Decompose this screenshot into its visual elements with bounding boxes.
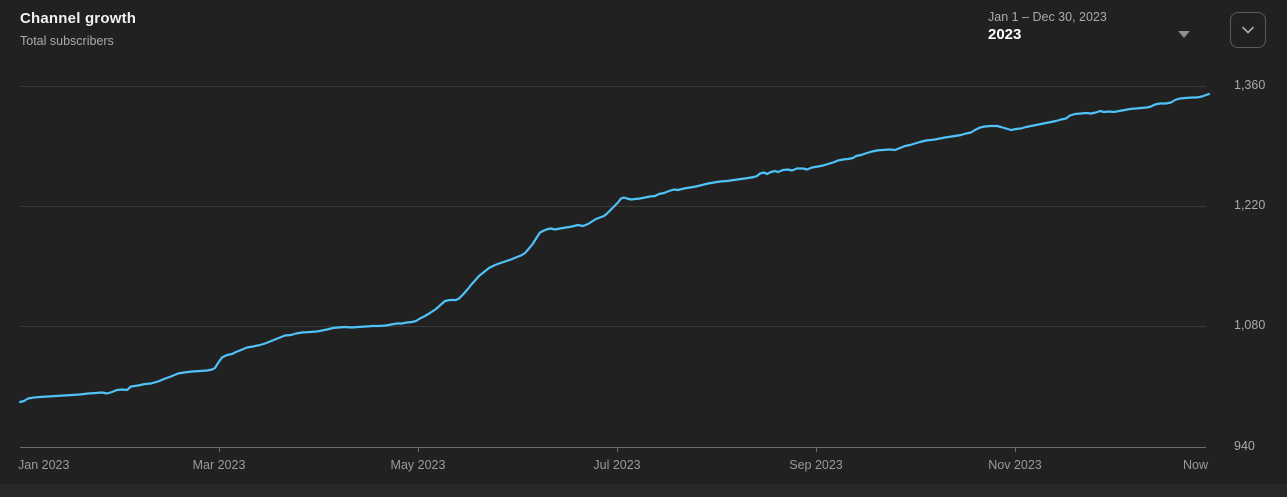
x-axis-tick-label: Sep 2023 <box>789 458 843 472</box>
chart-title: Channel growth <box>20 10 137 27</box>
date-range-label: Jan 1 – Dec 30, 2023 <box>988 10 1107 24</box>
card-bottom-edge <box>0 484 1287 497</box>
y-gridline <box>20 326 1206 327</box>
x-axis-tick-label: May 2023 <box>390 458 446 472</box>
y-axis-tick-label: 1,220 <box>1234 198 1266 212</box>
y-axis-tick-label: 1,360 <box>1234 78 1266 92</box>
collapse-chart-button[interactable] <box>1230 12 1266 48</box>
x-axis-tick <box>816 447 817 452</box>
date-range-selector[interactable]: Jan 1 – Dec 30, 2023 2023 <box>988 8 1192 48</box>
selected-year-label: 2023 <box>988 26 1022 43</box>
caret-down-icon <box>1178 31 1190 38</box>
chevron-down-icon <box>1239 21 1257 39</box>
x-axis-tick-label: Now <box>1182 458 1208 472</box>
x-axis-tick <box>418 447 419 452</box>
subscribers-line-series[interactable] <box>18 92 1211 404</box>
y-axis-tick-label: 1,080 <box>1234 318 1266 332</box>
x-axis-tick <box>219 447 220 452</box>
x-axis-tick <box>1015 447 1016 452</box>
x-axis-tick-label: Nov 2023 <box>988 458 1042 472</box>
x-axis-tick <box>617 447 618 452</box>
chart-subtitle: Total subscribers <box>20 34 114 48</box>
x-axis-tick-label: Jul 2023 <box>593 458 641 472</box>
y-gridline <box>20 86 1206 87</box>
y-axis-tick-label: 940 <box>1234 439 1255 453</box>
x-axis-line <box>20 447 1206 448</box>
x-axis-tick-label: Jan 2023 <box>18 458 70 472</box>
x-axis-tick-label: Mar 2023 <box>192 458 246 472</box>
